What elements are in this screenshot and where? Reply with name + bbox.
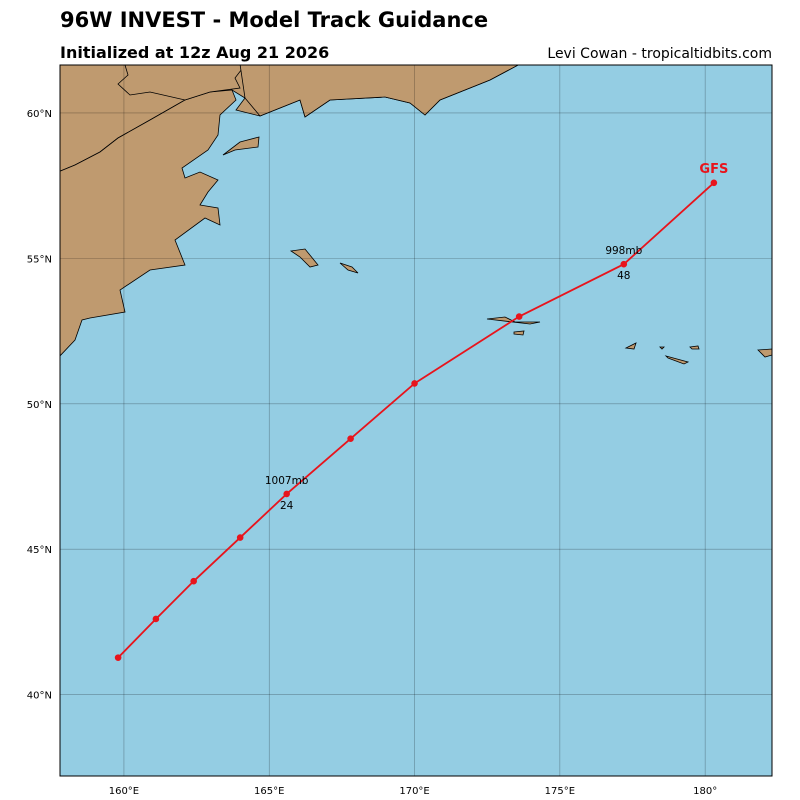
y-tick-label: 45°N (27, 545, 52, 556)
land (60, 65, 772, 365)
track-point (411, 380, 418, 387)
track-point (347, 435, 354, 442)
map-frame (59, 64, 773, 777)
grid (60, 65, 772, 776)
track-point (283, 490, 290, 498)
x-tick-label: 170°E (399, 786, 429, 797)
y-tick-label: 55°N (27, 254, 52, 265)
x-tick-label: 180° (693, 786, 717, 797)
track-line (117, 182, 715, 659)
y-tick-label: 60°N (27, 109, 52, 120)
title: 96W INVEST - Model Track Guidance (60, 8, 488, 32)
x-tick-label: 160°E (109, 786, 139, 797)
hour-label: 24 (280, 500, 294, 512)
track-point (620, 260, 628, 268)
track-point (190, 577, 197, 585)
track: 1007mb 24 998mb 48 GFS (114, 162, 728, 661)
x-tick-label: 165°E (254, 786, 284, 797)
track-point (152, 615, 160, 623)
x-tick-label: 175°E (545, 786, 575, 797)
pressure-label: 1007mb (265, 475, 309, 487)
y-tick-label: 40°N (27, 691, 52, 702)
credit: Levi Cowan - tropicaltidbits.com (547, 46, 772, 62)
subtitle: Initialized at 12z Aug 21 2026 (60, 43, 329, 62)
hour-label: 48 (617, 270, 630, 282)
track-point (114, 654, 122, 661)
y-tick-label: 50°N (27, 400, 52, 411)
track-point (236, 534, 244, 541)
model-name: GFS (699, 162, 728, 177)
pressure-label: 998mb (605, 245, 642, 257)
track-point (515, 313, 523, 320)
track-point (710, 179, 718, 187)
